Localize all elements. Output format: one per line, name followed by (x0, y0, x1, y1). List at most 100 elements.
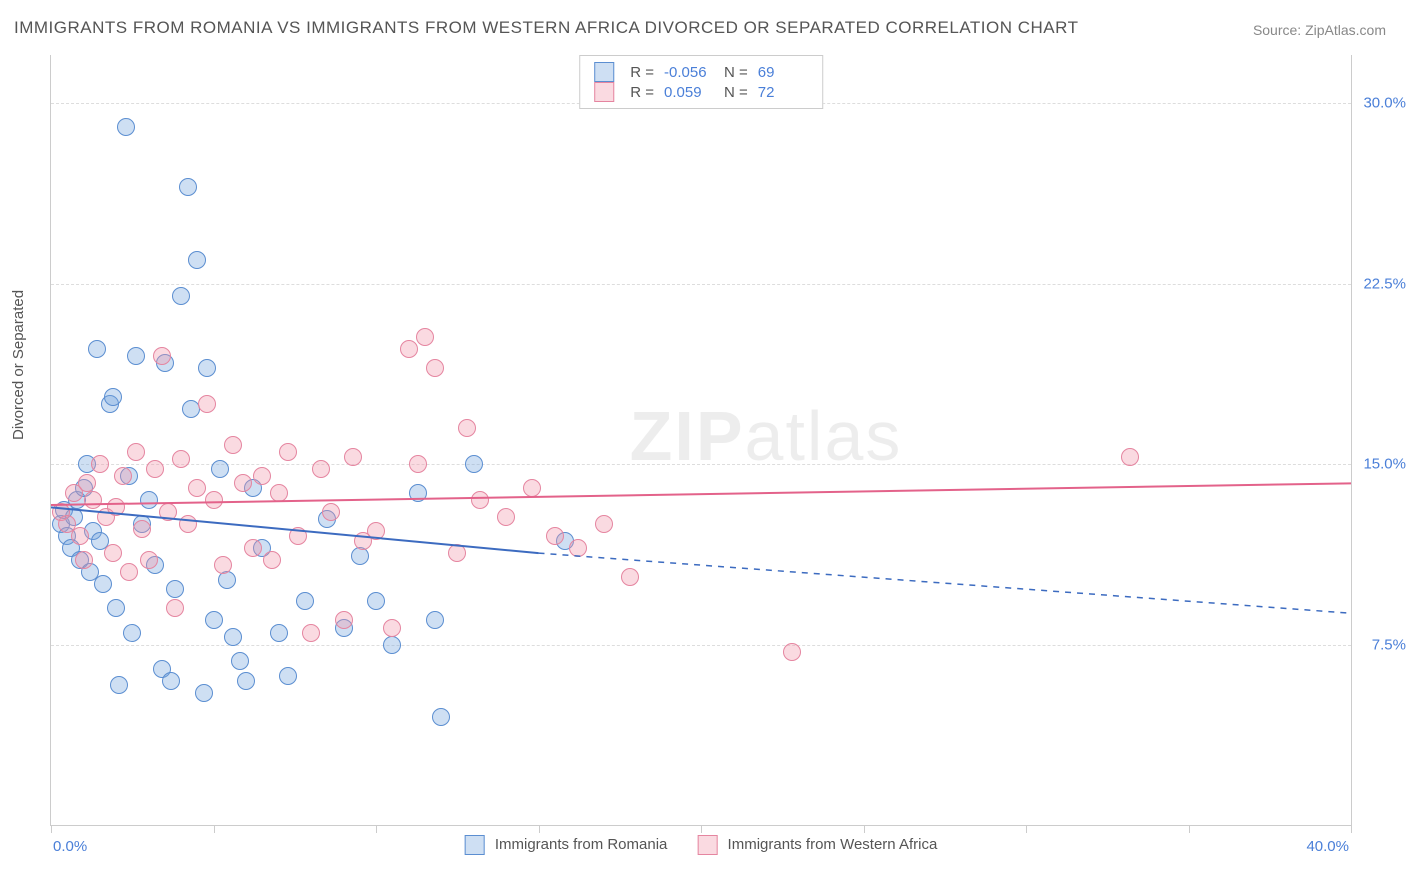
point-romania (195, 684, 213, 702)
regression-lines (51, 55, 1351, 825)
point-romania (279, 667, 297, 685)
point-wafrica (234, 474, 252, 492)
point-wafrica (1121, 448, 1139, 466)
r-label: R = (630, 64, 654, 81)
n-label: N = (724, 64, 748, 81)
point-wafrica (146, 460, 164, 478)
legend-swatch-romania-icon (465, 835, 485, 855)
point-wafrica (140, 551, 158, 569)
point-wafrica (205, 491, 223, 509)
point-wafrica (166, 599, 184, 617)
xtick (1351, 825, 1352, 833)
point-romania (296, 592, 314, 610)
point-romania (205, 611, 223, 629)
source-label: Source: ZipAtlas.com (1253, 22, 1386, 38)
point-wafrica (188, 479, 206, 497)
correlation-legend: R = -0.056 N = 69 R = 0.059 N = 72 (579, 55, 823, 109)
point-wafrica (546, 527, 564, 545)
point-wafrica (114, 467, 132, 485)
point-wafrica (322, 503, 340, 521)
point-romania (188, 251, 206, 269)
point-romania (270, 624, 288, 642)
legend-swatch-wafrica (594, 82, 614, 102)
xtick (376, 825, 377, 833)
point-wafrica (448, 544, 466, 562)
point-wafrica (426, 359, 444, 377)
xaxis-min-label: 0.0% (53, 838, 87, 855)
chart-title: IMMIGRANTS FROM ROMANIA VS IMMIGRANTS FR… (14, 18, 1078, 38)
point-wafrica (416, 328, 434, 346)
point-romania (224, 628, 242, 646)
gridline (51, 645, 1351, 646)
gridline (51, 284, 1351, 285)
point-romania (211, 460, 229, 478)
point-wafrica (84, 491, 102, 509)
point-romania (117, 118, 135, 136)
legend-swatch-romania (594, 62, 614, 82)
point-romania (367, 592, 385, 610)
r-label: R = (630, 84, 654, 101)
point-wafrica (471, 491, 489, 509)
ytick-label: 22.5% (1363, 275, 1406, 292)
legend-label-wafrica: Immigrants from Western Africa (728, 836, 938, 853)
point-romania (94, 575, 112, 593)
point-wafrica (289, 527, 307, 545)
point-wafrica (569, 539, 587, 557)
point-romania (162, 672, 180, 690)
point-wafrica (224, 436, 242, 454)
point-romania (127, 347, 145, 365)
point-wafrica (120, 563, 138, 581)
point-romania (465, 455, 483, 473)
point-wafrica (335, 611, 353, 629)
point-romania (104, 388, 122, 406)
point-wafrica (621, 568, 639, 586)
point-wafrica (104, 544, 122, 562)
point-wafrica (71, 527, 89, 545)
ytick-label: 7.5% (1372, 636, 1406, 653)
point-wafrica (458, 419, 476, 437)
point-romania (198, 359, 216, 377)
y-axis-label: Divorced or Separated (10, 290, 27, 440)
point-romania (426, 611, 444, 629)
plot-area: ZIPatlas R = -0.056 N = 69 R = 0.059 N =… (50, 55, 1352, 826)
legend-row-wafrica: R = 0.059 N = 72 (594, 82, 808, 102)
n-value-wafrica: 72 (758, 84, 808, 101)
xaxis-max-label: 40.0% (1306, 838, 1349, 855)
point-wafrica (783, 643, 801, 661)
chart-container: IMMIGRANTS FROM ROMANIA VS IMMIGRANTS FR… (0, 0, 1406, 892)
xtick (51, 825, 52, 833)
point-wafrica (244, 539, 262, 557)
ytick-label: 15.0% (1363, 456, 1406, 473)
point-wafrica (263, 551, 281, 569)
point-wafrica (344, 448, 362, 466)
point-romania (107, 599, 125, 617)
point-wafrica (198, 395, 216, 413)
point-wafrica (127, 443, 145, 461)
legend-item-wafrica: Immigrants from Western Africa (697, 835, 937, 855)
gridline (51, 464, 1351, 465)
legend-item-romania: Immigrants from Romania (465, 835, 668, 855)
r-value-wafrica: 0.059 (664, 84, 714, 101)
xtick (701, 825, 702, 833)
point-wafrica (595, 515, 613, 533)
point-wafrica (172, 450, 190, 468)
point-romania (140, 491, 158, 509)
series-legend: Immigrants from Romania Immigrants from … (465, 835, 938, 855)
point-wafrica (497, 508, 515, 526)
point-wafrica (214, 556, 232, 574)
legend-label-romania: Immigrants from Romania (495, 836, 668, 853)
point-romania (172, 287, 190, 305)
point-wafrica (133, 520, 151, 538)
point-wafrica (302, 624, 320, 642)
point-romania (237, 672, 255, 690)
point-wafrica (107, 498, 125, 516)
xtick (1026, 825, 1027, 833)
point-wafrica (409, 455, 427, 473)
point-romania (110, 676, 128, 694)
point-romania (166, 580, 184, 598)
point-wafrica (253, 467, 271, 485)
xtick (864, 825, 865, 833)
point-wafrica (383, 619, 401, 637)
legend-row-romania: R = -0.056 N = 69 (594, 62, 808, 82)
xtick (1189, 825, 1190, 833)
